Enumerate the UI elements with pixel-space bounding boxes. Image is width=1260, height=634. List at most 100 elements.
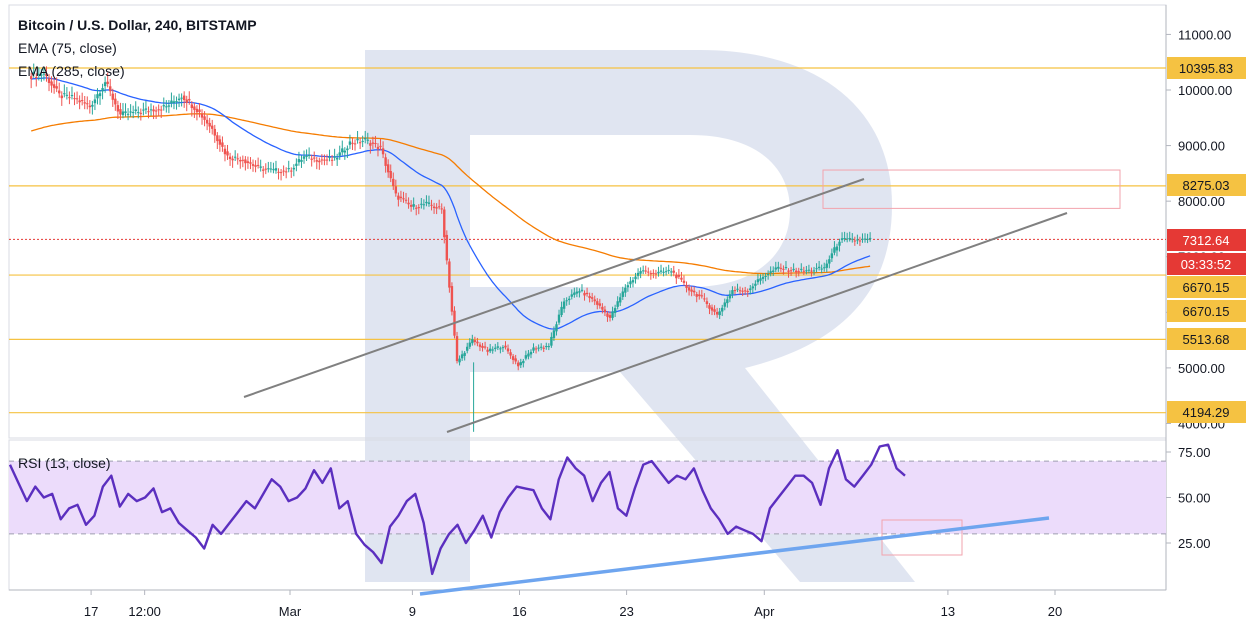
x-tick-label: 16 xyxy=(512,604,526,619)
candle-body xyxy=(596,301,599,305)
price-level-tag-bg xyxy=(1167,300,1246,322)
candle-body xyxy=(741,290,744,292)
candle-body xyxy=(139,112,143,114)
candle-body xyxy=(221,142,224,147)
legend-symbol: Bitcoin / U.S. Dollar, 240, BITSTAMP xyxy=(18,17,257,33)
candle-body xyxy=(647,271,650,273)
candle-body xyxy=(772,270,775,272)
candle-body xyxy=(259,166,262,168)
x-tick-label: 13 xyxy=(941,604,955,619)
candle-body xyxy=(96,94,99,99)
candle-body xyxy=(593,299,596,302)
rsi-band-group xyxy=(9,460,1166,556)
candle-body xyxy=(427,202,431,204)
candle-body xyxy=(93,99,97,104)
candle-body xyxy=(466,346,469,351)
candle-body xyxy=(723,302,726,307)
candle-body xyxy=(779,267,783,269)
candle-body xyxy=(598,303,602,306)
price-level-tag-bg xyxy=(1167,276,1246,298)
candle-body xyxy=(386,164,390,173)
candle-body xyxy=(177,98,181,101)
candle-body xyxy=(823,267,826,269)
candle-body xyxy=(348,141,352,145)
candle-body xyxy=(820,268,823,270)
candle-body xyxy=(101,88,104,92)
candle-body xyxy=(690,289,693,292)
candle-body xyxy=(264,168,267,170)
candle-body xyxy=(830,253,834,259)
candle-body xyxy=(634,276,637,280)
candle-body xyxy=(131,112,135,114)
candle-body xyxy=(417,207,420,209)
candle-body xyxy=(356,138,359,141)
candle-body xyxy=(65,94,69,96)
candle-body xyxy=(154,110,158,112)
candle-body xyxy=(68,97,71,99)
candle-body xyxy=(246,161,250,163)
candle-body xyxy=(527,353,530,357)
candle-body xyxy=(211,125,214,129)
candle-body xyxy=(152,109,155,112)
candle-body xyxy=(399,196,403,199)
candle-body xyxy=(677,274,681,277)
channel-group xyxy=(243,178,1068,433)
candle-body xyxy=(325,159,329,161)
candle-body xyxy=(568,298,571,301)
candle-body xyxy=(463,352,466,356)
candle-body xyxy=(471,339,474,344)
candle-body xyxy=(494,347,497,349)
candle-body xyxy=(435,207,438,209)
candle-body xyxy=(488,348,492,352)
candle-body xyxy=(700,295,704,297)
candle-body xyxy=(575,291,579,294)
candle-body xyxy=(858,240,862,242)
price-tags-group: 10395.83 8275.03 6670.15 6670.15 5513.68 4194… xyxy=(1167,57,1246,423)
candle-body xyxy=(782,268,785,270)
candle-body xyxy=(639,271,642,274)
candle-body xyxy=(687,287,691,291)
candle-body xyxy=(341,148,344,153)
candle-body xyxy=(443,209,446,238)
candle-body xyxy=(534,348,538,350)
candle-body xyxy=(98,93,102,97)
candle-body xyxy=(555,324,558,332)
candle-body xyxy=(853,240,857,242)
candle-body xyxy=(524,355,528,359)
candle-body xyxy=(200,113,204,118)
x-tick-label: 9 xyxy=(409,604,416,619)
candle-body xyxy=(379,145,382,147)
price-ytick-label: 9000.00 xyxy=(1178,139,1225,154)
legend-ema285: EMA (285, close) xyxy=(18,63,125,79)
rsi-band-fill xyxy=(9,461,1166,534)
candle-body xyxy=(478,344,482,347)
candle-body xyxy=(756,279,760,283)
candle-body xyxy=(685,284,688,288)
candle-body xyxy=(455,336,459,362)
candle-body xyxy=(552,330,556,338)
candle-body xyxy=(37,73,41,75)
candle-body xyxy=(501,347,505,349)
candle-body xyxy=(58,90,61,94)
candle-body xyxy=(491,349,494,351)
candle-body xyxy=(845,238,849,240)
candle-body xyxy=(124,111,127,113)
candle-body xyxy=(315,160,318,162)
countdown-tag-bg xyxy=(1167,253,1246,275)
candle-body xyxy=(680,277,683,280)
legend-ema75: EMA (75, close) xyxy=(18,40,117,56)
candle-body xyxy=(496,346,500,348)
candle-body xyxy=(825,263,828,268)
candle-body xyxy=(172,101,176,104)
candle-body xyxy=(32,72,35,74)
candle-body xyxy=(358,142,362,144)
candle-body xyxy=(797,271,800,273)
candle-body xyxy=(802,270,806,272)
rsi-ytick-label: 25.00 xyxy=(1178,536,1211,551)
candle-body xyxy=(323,159,326,161)
candle-body xyxy=(570,294,573,297)
candle-body xyxy=(381,148,385,155)
candle-body xyxy=(256,164,260,166)
candle-body xyxy=(180,97,183,99)
